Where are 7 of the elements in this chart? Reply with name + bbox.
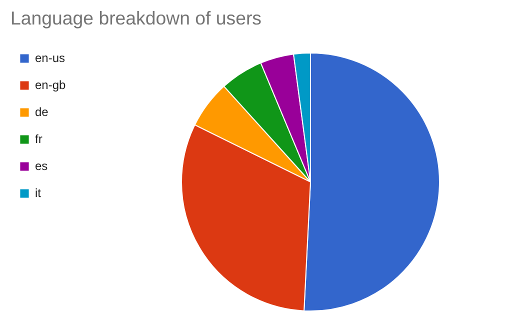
chart-title: Language breakdown of users: [10, 8, 262, 28]
legend-label: en-us: [35, 51, 66, 65]
legend-label: fr: [35, 132, 44, 146]
legend-label: en-gb: [35, 78, 66, 92]
legend-label: de: [35, 105, 50, 119]
legend-label: it: [35, 186, 42, 200]
legend-label: es: [35, 159, 49, 173]
